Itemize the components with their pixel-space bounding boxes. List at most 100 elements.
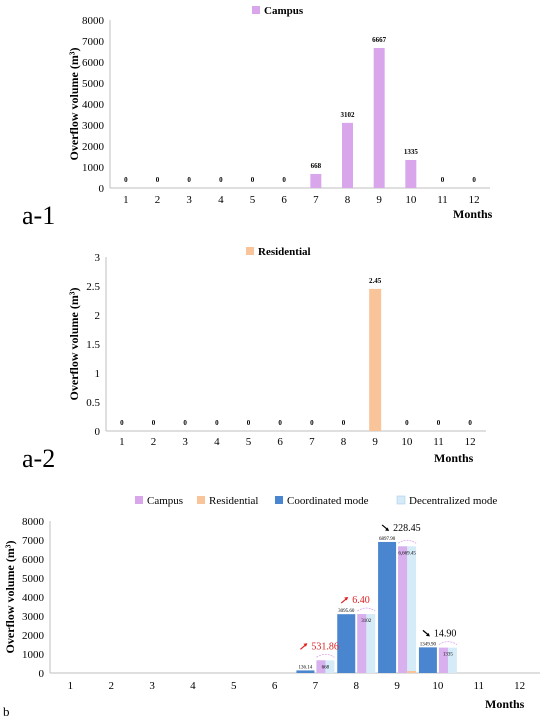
y-tick-label: 5000: [22, 573, 45, 585]
legend-swatch: [246, 247, 254, 255]
data-label: 0: [247, 419, 251, 427]
y-tick-label: 2: [95, 310, 101, 322]
y-tick-label: 8000: [82, 15, 105, 27]
x-tick-label: 1: [123, 194, 129, 206]
x-tick-label: 12: [514, 680, 525, 692]
x-tick-label: 12: [469, 194, 480, 206]
y-tick-label: 4000: [82, 99, 105, 111]
x-tick-label: 9: [376, 194, 382, 206]
y-axis-title: Overflow volume (m³): [3, 541, 17, 654]
data-label: 0: [124, 176, 128, 184]
x-tick-label: 7: [309, 436, 315, 448]
data-label-coordinated: 6897.90: [379, 537, 396, 542]
data-label: 0: [278, 419, 282, 427]
x-tick-label: 6: [272, 680, 278, 692]
legend-label: Campus: [147, 495, 183, 507]
legend-label: Residential: [209, 495, 259, 507]
annotation-label: 6.40: [352, 595, 370, 606]
data-label-decentralized: 3102: [361, 619, 372, 624]
annotation-label: 228.45: [393, 523, 421, 534]
annotation-label: 14.90: [434, 628, 457, 639]
y-tick-label: 6000: [82, 57, 105, 69]
bar-campus: [357, 614, 367, 673]
x-tick-label: 8: [354, 680, 360, 692]
data-label-coordinated: 136.14: [299, 665, 313, 670]
bar: [405, 159, 417, 188]
difference-bracket: [438, 641, 458, 645]
data-label: 1335: [404, 148, 419, 156]
x-tick-label: 3: [182, 436, 188, 448]
data-label: 0: [251, 176, 255, 184]
data-label: 6667: [372, 36, 387, 44]
data-label: 668: [311, 162, 322, 170]
x-tick-label: 5: [250, 194, 256, 206]
x-tick-label: 11: [433, 436, 444, 448]
x-axis-title: Months: [434, 451, 474, 465]
x-tick-label: 10: [405, 194, 417, 206]
y-tick-label: 3000: [22, 611, 45, 623]
annotation-arrowhead: [344, 597, 349, 601]
panel-letter-b: b: [3, 704, 10, 719]
y-tick-label: 8000: [22, 516, 45, 528]
data-label: 0: [183, 419, 187, 427]
y-tick-label: 0: [99, 183, 105, 195]
x-tick-label: 2: [109, 680, 115, 692]
annotation-label: 531.86: [311, 641, 339, 652]
data-label: 0: [215, 419, 219, 427]
legend-swatch: [396, 495, 406, 505]
data-label: 0: [310, 419, 314, 427]
y-tick-label: 2.5: [86, 281, 100, 293]
y-tick-label: 7000: [82, 36, 105, 48]
x-axis-title: Months: [453, 207, 493, 221]
data-label: 0: [152, 419, 156, 427]
data-label: 0: [282, 176, 286, 184]
y-tick-label: 1.5: [86, 339, 100, 351]
x-tick-label: 2: [155, 194, 161, 206]
x-tick-label: 11: [437, 194, 448, 206]
y-tick-label: 3000: [82, 120, 105, 132]
y-axis-title: Overflow volume (m³): [67, 48, 81, 161]
x-tick-label: 1: [68, 680, 74, 692]
y-axis-title: Overflow volume (m³): [67, 288, 81, 401]
data-label: 0: [472, 176, 476, 184]
x-tick-label: 12: [465, 436, 476, 448]
y-tick-label: 1000: [22, 649, 45, 661]
bar-coordinated: [378, 541, 397, 673]
x-tick-label: 8: [345, 194, 351, 206]
x-tick-label: 4: [214, 436, 220, 448]
bar: [342, 122, 353, 188]
x-tick-label: 7: [313, 194, 319, 206]
x-tick-label: 9: [394, 680, 400, 692]
annotation-arrowhead: [425, 632, 430, 637]
bar-campus: [316, 660, 326, 673]
panel-letter-a1: a-1: [22, 201, 55, 230]
y-tick-label: 1: [95, 368, 101, 380]
bar-coordinated: [337, 614, 356, 673]
data-label: 2.45: [369, 277, 382, 285]
data-label: 0: [441, 176, 445, 184]
x-tick-label: 3: [149, 680, 155, 692]
x-tick-label: 10: [401, 436, 413, 448]
y-tick-label: 0: [39, 668, 45, 680]
y-tick-label: 2000: [22, 630, 45, 642]
data-label: 0: [342, 419, 346, 427]
y-tick-label: 4000: [22, 592, 45, 604]
x-axis-title: Months: [485, 697, 525, 711]
y-tick-label: 5000: [82, 78, 105, 90]
data-label: 0: [187, 176, 191, 184]
y-tick-label: 0.5: [86, 397, 100, 409]
data-label-decentralized: 668: [322, 665, 330, 670]
data-label: 0: [120, 419, 124, 427]
legend-label: Residential: [258, 246, 311, 258]
legend-swatch: [135, 496, 143, 504]
x-tick-label: 3: [186, 194, 192, 206]
data-label-coordinated: 1349.90: [420, 642, 437, 647]
data-label-coordinated: 3095.60: [338, 609, 355, 614]
legend-label: Coordinated mode: [287, 495, 369, 507]
legend-label: Campus: [264, 5, 304, 17]
y-tick-label: 0: [95, 426, 101, 438]
data-label: 0: [437, 419, 441, 427]
annotation-arrowhead: [303, 643, 308, 647]
legend-swatch: [252, 6, 260, 14]
